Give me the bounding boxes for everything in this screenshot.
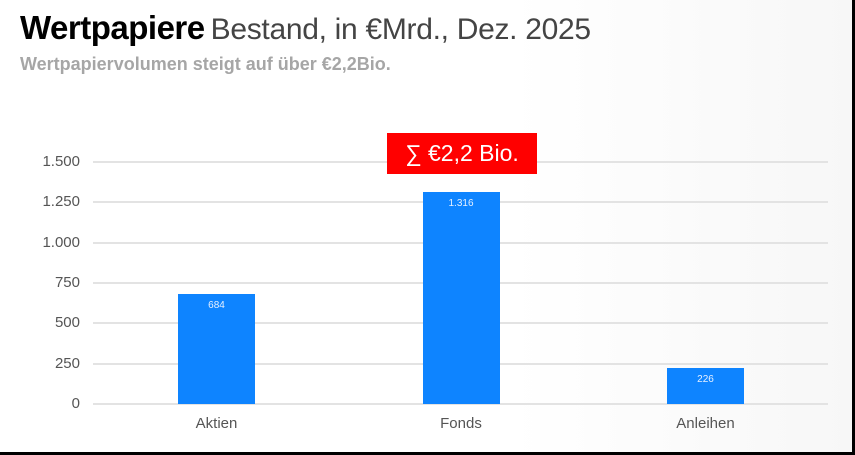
y-tick-label: 750 xyxy=(54,274,80,291)
y-tick-label: 500 xyxy=(54,314,80,332)
gridline xyxy=(93,403,828,405)
chart-title: Wertpapiere Bestand, in €Mrd., Dez. 2025 xyxy=(20,6,591,52)
y-tick-label: 1.250 xyxy=(42,193,80,211)
bar-aktien[interactable]: 684 xyxy=(178,293,255,404)
x-category-label: Aktien xyxy=(195,415,238,432)
y-tick-label: 250 xyxy=(54,354,80,372)
bar-value-label: 684 xyxy=(208,299,225,311)
bar-value-label: 226 xyxy=(697,373,714,385)
total-annotation: ∑ €2,2 Bio. xyxy=(387,133,537,174)
chart-title-main: Wertpapiere xyxy=(20,9,205,46)
chart-subtitle: Wertpapiervolumen steigt auf über €2,2Bi… xyxy=(20,54,391,74)
y-tick-label: 1.500 xyxy=(42,153,80,170)
bar-anleihen[interactable]: 226 xyxy=(667,367,744,404)
chart-title-suffix: Bestand, in €Mrd., Dez. 2025 xyxy=(210,13,591,46)
x-category-label: Fonds xyxy=(440,415,482,432)
x-category-label: Anleihen xyxy=(676,415,735,432)
bar-fonds[interactable]: 1.316 xyxy=(422,191,500,404)
bar-value-label: 1.316 xyxy=(448,197,474,209)
y-tick-label: 0 xyxy=(71,395,80,412)
y-tick-label: 1.000 xyxy=(42,233,80,251)
